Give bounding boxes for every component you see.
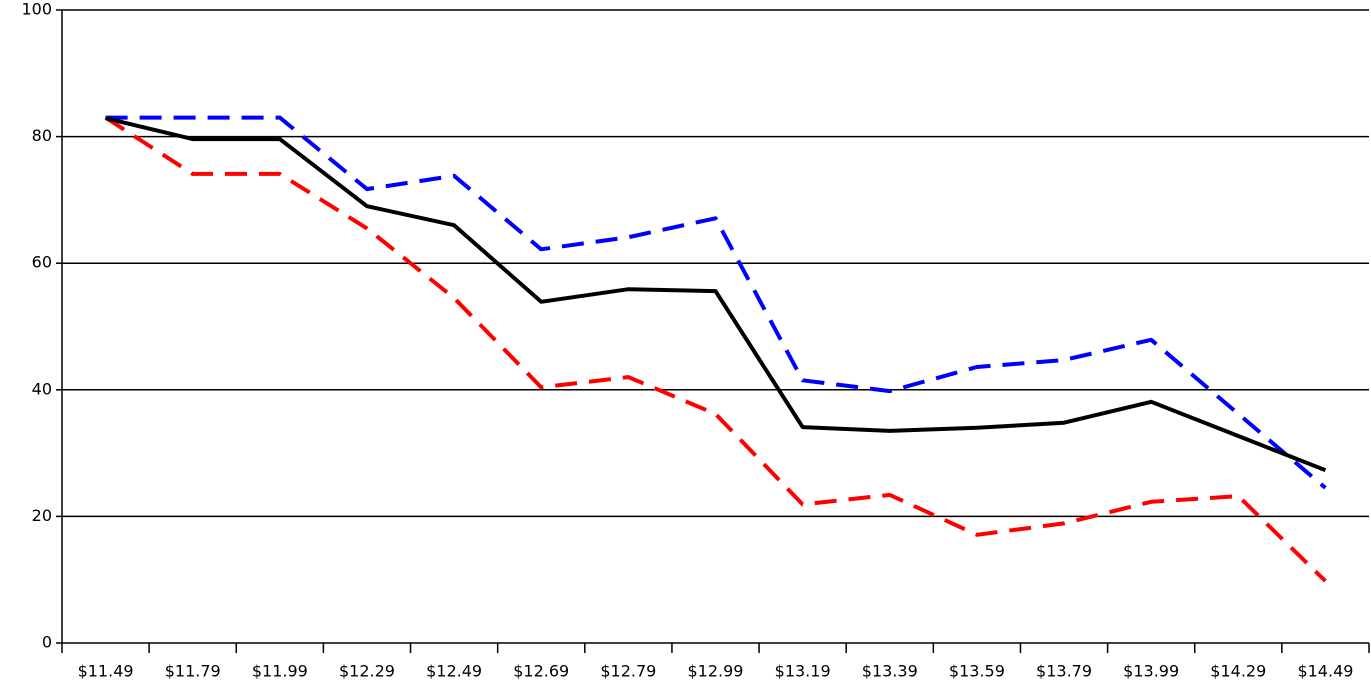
x-tick-label: $13.79	[1036, 662, 1092, 681]
x-tick-label: $13.59	[949, 662, 1005, 681]
x-tick-label: $13.39	[862, 662, 918, 681]
y-tick-label: 20	[32, 506, 52, 525]
x-tick-label: $13.19	[775, 662, 831, 681]
x-tick-label: $13.99	[1123, 662, 1179, 681]
x-tick-label: $12.79	[600, 662, 656, 681]
x-tick-label: $12.29	[339, 662, 395, 681]
series-line	[105, 115, 1327, 490]
x-tick-label: $12.49	[426, 662, 482, 681]
x-tick-label: $11.99	[252, 662, 308, 681]
series-line	[105, 116, 1327, 473]
y-tick-label: 80	[32, 126, 52, 145]
x-tick-label: $12.69	[513, 662, 569, 681]
y-tick-label: 40	[32, 379, 52, 398]
x-tick-label: $12.99	[688, 662, 744, 681]
series-line	[104, 115, 1327, 583]
x-tick-label: $14.49	[1297, 662, 1353, 681]
x-tick-label: $14.29	[1210, 662, 1266, 681]
y-tick-label: 60	[32, 253, 52, 272]
x-tick-label: $11.79	[165, 662, 221, 681]
x-tick-label: $11.49	[78, 662, 134, 681]
y-tick-label: 0	[42, 633, 52, 652]
y-tick-label: 100	[21, 0, 52, 19]
